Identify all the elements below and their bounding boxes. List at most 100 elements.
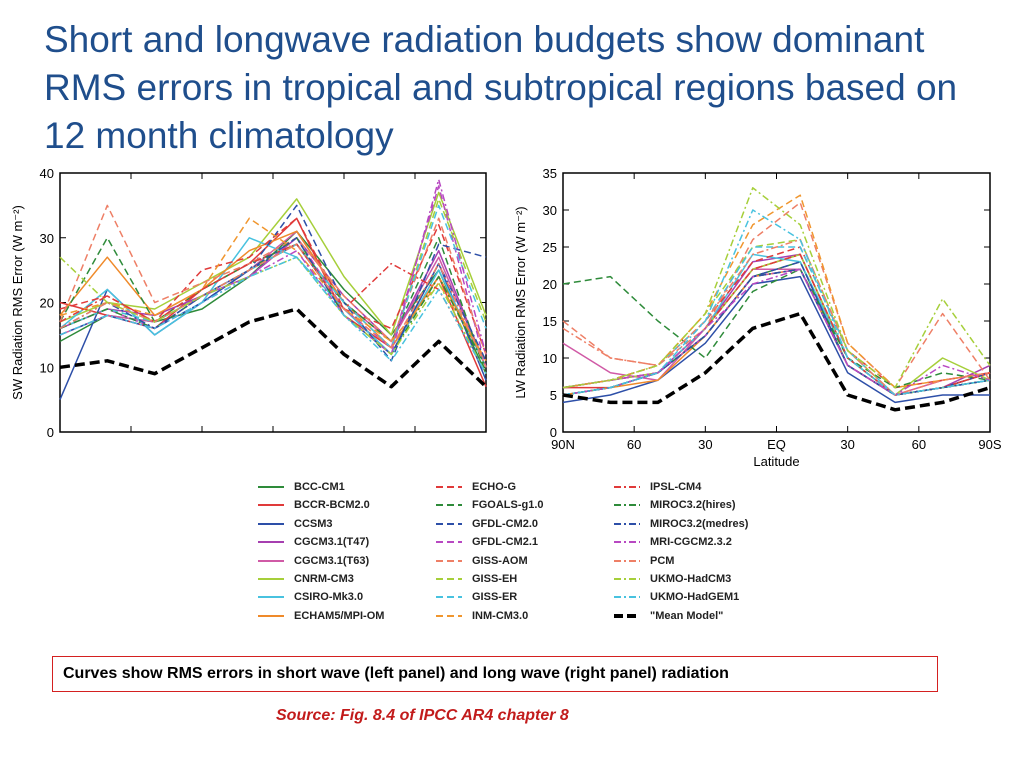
legend-item: CCSM3 xyxy=(258,515,333,533)
legend-label: FGOALS-g1.0 xyxy=(472,499,544,512)
sw-series-line-miroc3-2-medres xyxy=(59,237,487,362)
lw-series-line-pcm xyxy=(562,238,991,396)
lw-xtick-label: 60 xyxy=(912,437,926,452)
sw-ytick-label: 10 xyxy=(40,360,54,375)
sw-series-line-fgoals-g1-0 xyxy=(59,237,487,374)
legend-item: CSIRO-Mk3.0 xyxy=(258,588,363,606)
source-citation: Source: Fig. 8.4 of IPCC AR4 chapter 8 xyxy=(276,707,569,724)
legend-swatch xyxy=(614,596,640,599)
legend-item: PCM xyxy=(614,552,674,570)
legend-label: CNRM-CM3 xyxy=(294,573,354,585)
lw-ytick-label: 25 xyxy=(543,240,557,255)
legend-label: CCSM3 xyxy=(294,517,333,530)
legend-item: UKMO-HadGEM1 xyxy=(614,588,739,606)
legend-swatch xyxy=(614,504,640,507)
lw-ytick-label: 10 xyxy=(543,351,557,366)
lw-series-line-echo-g xyxy=(562,246,991,389)
sw-ytick-label: 30 xyxy=(40,231,54,246)
legend-label: INM-CM3.0 xyxy=(472,609,529,622)
legend-swatch xyxy=(258,614,284,617)
lw-y-axis-label: LW Radiation RMS Error (W m⁻²) xyxy=(513,206,528,398)
legend-item: GFDL-CM2.0 xyxy=(436,515,538,533)
legend-item: GFDL-CM2.1 xyxy=(436,533,538,551)
sw-series-line-ukmo-hadcm3 xyxy=(59,256,487,375)
legend-swatch xyxy=(614,522,640,525)
legend-label: MRI-CGCM2.3.2 xyxy=(650,536,732,549)
legend-swatch xyxy=(614,613,640,618)
legend-item: "Mean Model" xyxy=(614,607,723,625)
legend-item: BCC-CM1 xyxy=(258,478,345,496)
sw-series-line-inm-cm3-0 xyxy=(59,217,487,362)
legend-swatch xyxy=(436,504,462,507)
sw-ytick-label: 0 xyxy=(47,425,54,440)
legend-label: GFDL-CM2.1 xyxy=(472,536,538,549)
legend-label: PCM xyxy=(650,554,675,567)
legend-label: CGCM3.1(T47) xyxy=(294,536,370,549)
lw-series-line-ukmo-hadcm3 xyxy=(562,187,991,389)
legend-item: GISS-ER xyxy=(436,588,517,606)
lw-xtick-label: 90N xyxy=(551,437,575,452)
lw-ytick-label: 0 xyxy=(550,425,557,440)
legend-label: GISS-EH xyxy=(472,573,518,585)
legend-swatch xyxy=(614,578,640,580)
lw-ytick-label: 35 xyxy=(543,166,557,181)
slide-title: Short and longwave radiation budgets sho… xyxy=(44,19,958,156)
legend-swatch xyxy=(436,522,462,525)
legend-label: BCCR-BCM2.0 xyxy=(294,499,370,512)
legend-swatch xyxy=(436,578,462,580)
lw-panel: 0 5 10 15 20 25 30 35 90N 60 30 EQ 30 60 90S LW Radiati… xyxy=(513,166,1002,469)
legend-swatch xyxy=(258,559,284,562)
legend-label: UKMO-HadCM3 xyxy=(650,573,732,585)
legend-swatch xyxy=(436,541,462,544)
legend-swatch xyxy=(258,541,284,544)
lw-ytick-label: 15 xyxy=(543,314,557,329)
sw-series-line-ukmo-hadgem1 xyxy=(59,256,487,375)
legend-label: UKMO-HadGEM1 xyxy=(650,591,740,604)
legend-label: MIROC3.2(medres) xyxy=(650,517,749,530)
lw-ytick-label: 5 xyxy=(550,388,557,403)
lw-series-line-csiro-mk3-0 xyxy=(562,253,991,396)
sw-series-line-ccsm3 xyxy=(59,243,487,400)
sw-panel: 0 10 20 30 40 SW Radiation RMS Error (W m⁻²) xyxy=(10,166,488,440)
lw-series-line-inm-cm3-0 xyxy=(562,194,991,389)
legend-swatch xyxy=(258,522,284,525)
lw-series-line-mri-cgcm2-3-2 xyxy=(562,268,991,396)
lw-series-line-mean-model xyxy=(562,311,991,412)
legend-label: GFDL-CM2.0 xyxy=(472,517,538,530)
legend-item: MIROC3.2(medres) xyxy=(614,515,748,533)
legend-swatch xyxy=(436,596,462,599)
legend-swatch xyxy=(436,614,462,617)
legend-item: FGOALS-g1.0 xyxy=(436,496,544,514)
legend-label: MIROC3.2(hires) xyxy=(650,499,736,512)
legend-item: INM-CM3.0 xyxy=(436,607,528,625)
legend-swatch xyxy=(614,486,640,488)
sw-series-line-mean-model xyxy=(59,307,488,389)
lw-series-line-bccr-bcm2-0 xyxy=(563,253,991,396)
lw-x-axis-label: Latitude xyxy=(753,454,799,469)
legend-item: UKMO-HadCM3 xyxy=(614,570,731,588)
legend-label: GISS-AOM xyxy=(472,554,528,567)
sw-ytick-label: 20 xyxy=(40,296,54,311)
caption-text: Curves show RMS errors in short wave (le… xyxy=(63,665,729,682)
legend-label: "Mean Model" xyxy=(650,609,724,622)
sw-series-line-miroc3-2-hires xyxy=(59,237,487,368)
legend-item: CNRM-CM3 xyxy=(258,570,354,588)
lw-plot-frame xyxy=(562,172,991,433)
legend-item: GISS-AOM xyxy=(436,552,528,570)
lw-xtick-label: 90S xyxy=(978,437,1001,452)
lw-ytick-label: 20 xyxy=(543,277,557,292)
legend-item: GISS-EH xyxy=(436,570,517,588)
legend-swatch xyxy=(614,541,640,544)
legend-label: CSIRO-Mk3.0 xyxy=(294,591,364,604)
lw-series-line-cgcm3-1-t47 xyxy=(562,253,991,396)
legend-label: IPSL-CM4 xyxy=(650,481,702,493)
lw-series-line-ipsl-cm4 xyxy=(562,253,991,396)
legend-item: MRI-CGCM2.3.2 xyxy=(614,533,732,551)
lw-xtick-label: 30 xyxy=(698,437,712,452)
legend-label: ECHO-G xyxy=(472,481,516,493)
legend-item: CGCM3.1(T63) xyxy=(258,552,369,570)
caption-box: Curves show RMS errors in short wave (le… xyxy=(52,656,938,692)
legend-item: BCCR-BCM2.0 xyxy=(258,496,370,514)
lw-xtick-label: 60 xyxy=(627,437,641,452)
